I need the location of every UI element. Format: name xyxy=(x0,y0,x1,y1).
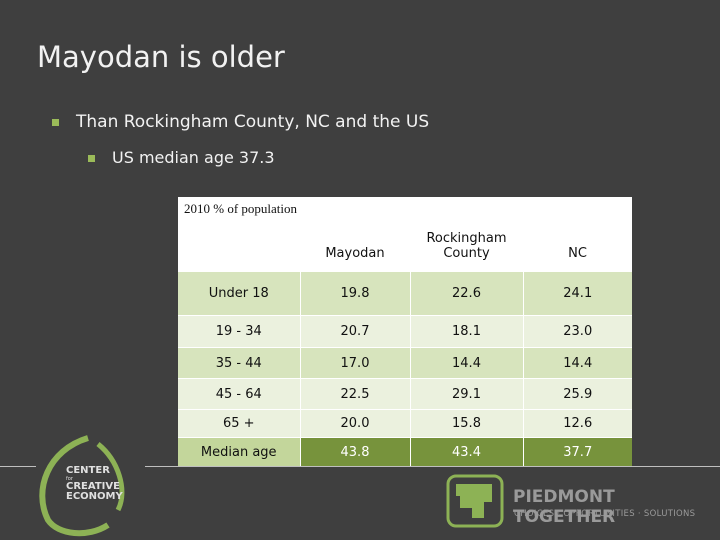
logo-text: for xyxy=(66,476,73,482)
logo-swirl xyxy=(96,442,125,512)
table-cell: 43.4 xyxy=(409,437,523,466)
header-cell: 2010 % of population xyxy=(178,197,300,272)
table-row: 45 - 64 22.5 29.1 25.9 xyxy=(178,378,632,410)
table-cell: 22.5 xyxy=(299,378,410,410)
table-cell: 43.8 xyxy=(299,437,410,466)
table-cell: 12.6 xyxy=(522,409,632,438)
bullet: US median age 37.3 xyxy=(112,148,275,167)
bullet-marker xyxy=(52,119,59,126)
table-cell: 24.1 xyxy=(522,271,632,316)
cce-logo xyxy=(39,435,125,537)
table-row: 35 - 44 17.0 14.4 14.4 xyxy=(178,347,632,379)
table-cell: 65 + xyxy=(178,409,300,438)
table-row: Under 18 19.8 22.6 24.1 xyxy=(178,271,632,316)
table-cell: 45 - 64 xyxy=(178,378,300,410)
divider xyxy=(0,466,36,467)
table-cell: 19.8 xyxy=(299,271,410,316)
pt-name: PIEDMONT TOGETHER xyxy=(513,487,616,527)
table-cell: 14.4 xyxy=(522,347,632,379)
table-cell: 29.1 xyxy=(409,378,523,410)
header-cell: Mayodan xyxy=(300,197,410,272)
table-cell: 15.8 xyxy=(409,409,523,438)
slide-title: Mayodan is older xyxy=(37,40,285,74)
logo-text: ECONOMY xyxy=(66,491,123,502)
table-cell: 22.6 xyxy=(409,271,523,316)
logo-text: CREATIVE xyxy=(66,481,120,492)
table-cell: 35 - 44 xyxy=(178,347,300,379)
divider xyxy=(145,466,720,467)
header-cell: NC xyxy=(523,197,632,272)
bullet: Than Rockingham County, NC and the US xyxy=(76,112,430,132)
table-cell: 14.4 xyxy=(409,347,523,379)
table-row: Median age 43.8 43.4 37.7 xyxy=(178,437,632,466)
table-cell: Median age xyxy=(178,437,300,466)
header-cell: Rockingham County xyxy=(410,197,523,272)
logo-swirl xyxy=(39,435,110,537)
table-cell: 19 - 34 xyxy=(178,315,300,348)
table-cell: 17.0 xyxy=(299,347,410,379)
table-cell: 37.7 xyxy=(522,437,632,466)
logo-frame xyxy=(446,474,504,528)
table-cell: Under 18 xyxy=(178,271,300,316)
table-cell: 20.0 xyxy=(299,409,410,438)
logo-map xyxy=(456,484,492,518)
pt-logo xyxy=(446,474,504,528)
header-row: 2010 % of population Mayodan Rockingham Co… xyxy=(178,197,632,272)
table-cell: 18.1 xyxy=(409,315,523,348)
table-cell: 20.7 xyxy=(299,315,410,348)
data-table: 2010 % of population Mayodan Rockingham Co… xyxy=(178,197,632,466)
table-cell: 23.0 xyxy=(522,315,632,348)
logo-text: CENTER xyxy=(66,465,110,476)
bullet-marker xyxy=(88,155,95,162)
table-row: 65 +20.0 15.8 12.6 xyxy=(178,409,632,438)
table-cell: 25.9 xyxy=(522,378,632,410)
table-row: 19 - 34 20.7 18.1 23.0 xyxy=(178,315,632,348)
pt-tagline: CHOICES · OPPORTUNITIES · SOLUTIONS xyxy=(514,509,696,519)
cce-text: CENTER for CREATIVE ECONOMY xyxy=(66,466,123,502)
